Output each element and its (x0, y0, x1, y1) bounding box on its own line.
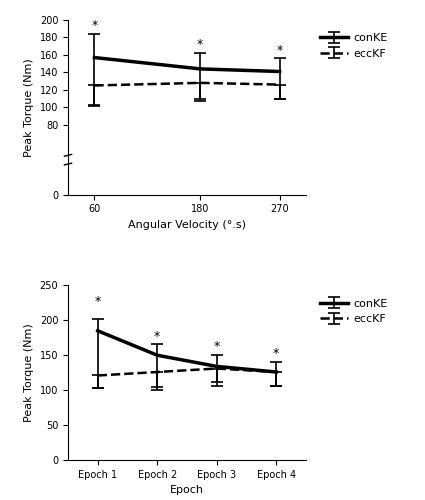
Text: *: * (91, 19, 98, 32)
Text: *: * (214, 340, 220, 353)
Text: *: * (95, 294, 101, 308)
Text: *: * (197, 38, 203, 52)
Text: *: * (276, 44, 283, 57)
Text: *: * (154, 330, 160, 342)
Y-axis label: Peak Torque (Nm): Peak Torque (Nm) (24, 58, 34, 156)
Y-axis label: Peak Torque (Nm): Peak Torque (Nm) (24, 324, 34, 422)
Legend: conKE, eccKF: conKE, eccKF (315, 294, 392, 328)
Text: *: * (273, 347, 279, 360)
X-axis label: Angular Velocity (°.s): Angular Velocity (°.s) (128, 220, 246, 230)
Legend: conKE, eccKF: conKE, eccKF (315, 28, 392, 63)
X-axis label: Epoch: Epoch (170, 486, 204, 496)
